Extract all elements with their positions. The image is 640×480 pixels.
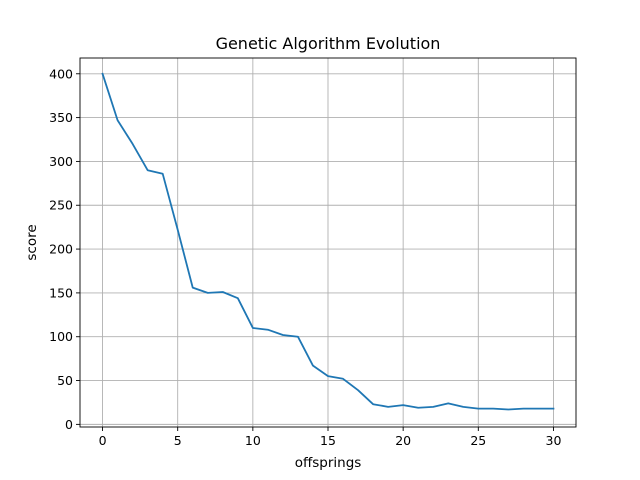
x-tick-label: 25 (470, 433, 486, 448)
y-tick-label: 0 (65, 417, 73, 432)
y-tick-label: 250 (49, 198, 73, 213)
y-tick-label: 300 (49, 154, 73, 169)
y-tick-label: 150 (49, 285, 73, 300)
x-tick-label: 15 (320, 433, 336, 448)
y-tick-label: 200 (49, 242, 73, 257)
y-tick-label: 350 (49, 110, 73, 125)
grid-layer (80, 58, 576, 427)
series-layer (101, 72, 555, 411)
y-tick-label: 50 (57, 373, 73, 388)
y-axis-label: score (24, 224, 40, 260)
x-axis-label: offsprings (295, 455, 362, 471)
x-tick-label: 20 (395, 433, 411, 448)
x-tick-label: 30 (546, 433, 562, 448)
x-tick-label: 5 (174, 433, 182, 448)
x-tick-label: 0 (99, 433, 107, 448)
x-tick-label: 10 (245, 433, 261, 448)
y-tick-label: 400 (49, 66, 73, 81)
y-tick-label: 100 (49, 329, 73, 344)
series-line (101, 72, 555, 411)
chart-title: Genetic Algorithm Evolution (216, 34, 441, 53)
